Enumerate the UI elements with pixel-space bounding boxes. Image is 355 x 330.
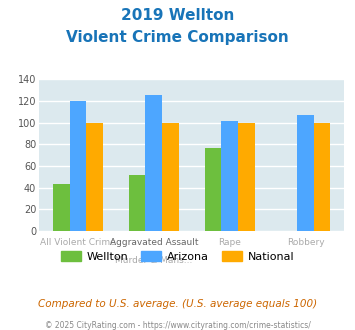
Bar — [221, 121, 238, 231]
Text: Robbery: Robbery — [286, 238, 324, 247]
Bar — [129, 175, 146, 231]
Text: 2019 Wellton: 2019 Wellton — [121, 8, 234, 23]
Bar — [70, 101, 86, 231]
Bar — [204, 148, 221, 231]
Bar — [162, 122, 179, 231]
Text: Murder & Mans...: Murder & Mans... — [115, 256, 192, 265]
Legend: Wellton, Arizona, National: Wellton, Arizona, National — [56, 247, 299, 267]
Text: Aggravated Assault: Aggravated Assault — [110, 238, 198, 247]
Text: All Violent Crime: All Violent Crime — [40, 238, 116, 247]
Text: Rape: Rape — [218, 238, 241, 247]
Text: Compared to U.S. average. (U.S. average equals 100): Compared to U.S. average. (U.S. average … — [38, 299, 317, 309]
Text: © 2025 CityRating.com - https://www.cityrating.com/crime-statistics/: © 2025 CityRating.com - https://www.city… — [45, 321, 310, 330]
Bar — [86, 122, 103, 231]
Bar — [146, 95, 162, 231]
Bar — [53, 184, 70, 231]
Bar — [238, 122, 255, 231]
Text: Violent Crime Comparison: Violent Crime Comparison — [66, 30, 289, 45]
Bar — [297, 115, 314, 231]
Bar — [314, 122, 331, 231]
